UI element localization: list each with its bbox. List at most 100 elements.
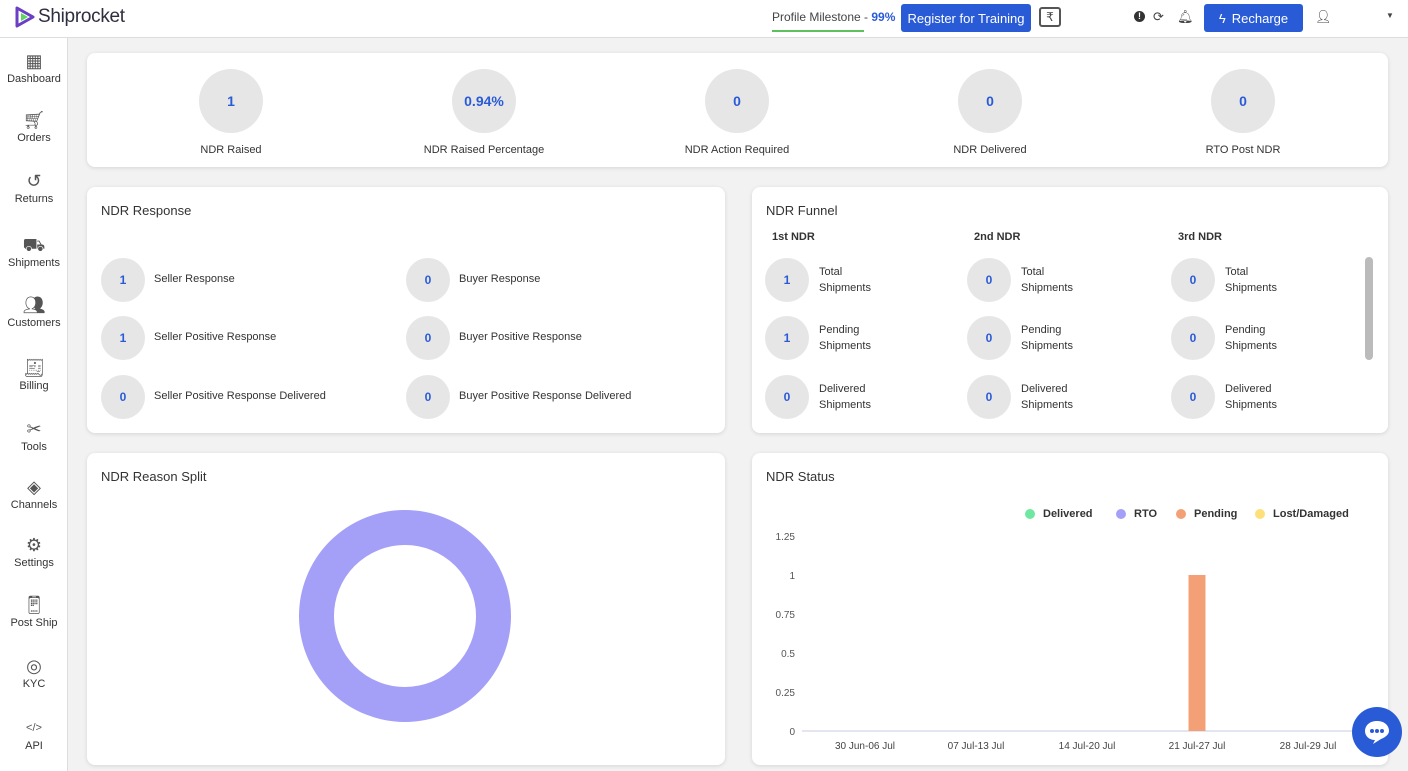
ndr-status-card: NDR Status 0 0.25 0.5 0.75 1 1.25 30 Jun-06 Ju… <box>752 453 1388 765</box>
sidebar-item-label: Orders <box>17 132 51 144</box>
profile-milestone[interactable]: Profile Milestone - 99% <box>772 10 895 32</box>
legend-item[interactable]: Lost/Damaged <box>1255 508 1349 520</box>
funnel-count: 0 <box>967 375 1011 419</box>
invoice-icon: 🧾︎ <box>22 358 46 378</box>
register-training-button[interactable]: Register for Training <box>901 4 1031 32</box>
ndr-response-card: NDR Response 1 Seller Response 0 Buyer Resp… <box>87 187 725 433</box>
funnel-label-line1: Pending <box>819 324 860 336</box>
stat-label: NDR Raised <box>200 144 262 156</box>
funnel-label: Delivered Shipments <box>1225 381 1295 413</box>
sidebar-item-shipments[interactable]: ⛟ Shipments <box>0 235 68 269</box>
top-header: Shiprocket Profile Milestone - 99% Regis… <box>0 0 1408 38</box>
card-title: NDR Status <box>766 469 835 484</box>
x-tick-label: 07 Jul-13 Jul <box>948 741 1005 752</box>
sidebar-item-api[interactable]: </> API <box>0 718 68 752</box>
sidebar-item-customers[interactable]: 👥︎ Customers <box>0 295 68 329</box>
sidebar-item-settings[interactable]: ⚙ Settings <box>0 535 68 569</box>
funnel-label-line2: Shipments <box>1225 399 1277 411</box>
response-count: 1 <box>101 316 145 360</box>
funnel-count: 0 <box>1171 316 1215 360</box>
response-label: Buyer Response <box>459 273 541 285</box>
recharge-label: Recharge <box>1231 10 1289 26</box>
y-tick-label: 1.25 <box>776 532 796 543</box>
legend-dot-icon <box>1255 509 1265 519</box>
legend-item[interactable]: RTO <box>1116 508 1157 520</box>
stat-value: 0 <box>958 69 1022 133</box>
scrollbar-thumb[interactable] <box>1365 257 1373 360</box>
bell-icon[interactable]: 🔔︎ <box>1177 9 1194 24</box>
funnel-label-line1: Delivered <box>819 383 866 395</box>
sidebar-item-post-ship[interactable]: 📱︎ Post Ship <box>0 595 68 629</box>
post-ship-icon: 📱︎ <box>22 595 46 615</box>
milestone-label: Profile Milestone - <box>772 10 872 24</box>
response-label: Seller Positive Response Delivered <box>154 390 326 402</box>
dashboard-icon: ▦ <box>25 51 43 71</box>
sidebar-item-tools[interactable]: ✂ Tools <box>0 419 68 453</box>
bar-pending[interactable] <box>1188 575 1206 731</box>
donut-slice[interactable] <box>299 510 511 722</box>
x-tick-label: 14 Jul-20 Jul <box>1059 741 1116 752</box>
funnel-label-line2: Shipments <box>1225 340 1277 352</box>
stat-label: NDR Delivered <box>953 144 1027 156</box>
funnel-label-line1: Delivered <box>1225 383 1272 395</box>
bolt-icon: ϟ <box>1218 10 1226 26</box>
sidebar-item-label: Shipments <box>8 257 60 269</box>
sidebar-item-kyc[interactable]: ◎ KYC <box>0 656 68 690</box>
response-count: 0 <box>406 375 450 419</box>
chevron-down-icon[interactable]: ▼ <box>1386 11 1394 20</box>
legend-dot-icon <box>1116 509 1126 519</box>
x-tick-label: 30 Jun-06 Jul <box>835 741 895 752</box>
funnel-label: Total Shipments <box>1225 264 1295 296</box>
sidebar-item-billing[interactable]: 🧾︎ Billing <box>0 358 68 392</box>
funnel-label-line1: Delivered <box>1021 383 1068 395</box>
layers-icon: ◈ <box>27 477 41 497</box>
sidebar-item-label: KYC <box>22 678 46 690</box>
sidebar-item-returns[interactable]: ↺ Returns <box>0 171 68 205</box>
funnel-label-line1: Pending <box>1021 324 1062 336</box>
y-tick-label: 0.25 <box>776 688 796 699</box>
sidebar-item-orders[interactable]: 🛒︎ Orders <box>0 110 68 144</box>
card-title: NDR Response <box>101 203 192 218</box>
y-tick-label: 0.5 <box>781 649 795 660</box>
response-label: Buyer Positive Response Delivered <box>459 390 632 402</box>
legend-label: Lost/Damaged <box>1273 508 1349 520</box>
sidebar-item-label: Returns <box>14 193 54 205</box>
wallet-icon[interactable]: ₹ <box>1039 7 1061 27</box>
brand-name: Shiprocket <box>38 6 125 27</box>
sidebar-item-label: Dashboard <box>7 73 61 85</box>
stat-value: 0 <box>705 69 769 133</box>
x-tick-label: 28 Jul-29 Jul <box>1280 741 1337 752</box>
x-tick-label: 21 Jul-27 Jul <box>1169 741 1226 752</box>
response-count: 0 <box>406 258 450 302</box>
funnel-label: Total Shipments <box>1021 264 1091 296</box>
tools-icon: ✂ <box>26 419 42 439</box>
response-label: Seller Response <box>154 273 235 285</box>
status-bar-chart: 0 0.25 0.5 0.75 1 1.25 30 Jun-06 Jul 07 Jul-13 … <box>776 532 1382 752</box>
donut-chart <box>299 510 511 722</box>
funnel-label-line2: Shipments <box>1021 340 1073 352</box>
y-tick-label: 0 <box>789 727 795 738</box>
funnel-label-line2: Shipments <box>1021 399 1073 411</box>
legend-item[interactable]: Pending <box>1176 508 1237 520</box>
funnel-count: 0 <box>765 375 809 419</box>
response-label: Buyer Positive Response <box>459 331 582 343</box>
user-icon[interactable]: 👤︎ <box>1315 9 1332 24</box>
sidebar-item-label: Tools <box>21 441 47 453</box>
refresh-icon[interactable]: ⟳ <box>1153 9 1164 24</box>
info-icon[interactable]: ! <box>1134 11 1145 22</box>
stat-label: NDR Raised Percentage <box>423 144 545 156</box>
chat-button[interactable] <box>1352 707 1402 757</box>
legend-item[interactable]: Delivered <box>1025 508 1093 520</box>
legend-label: Delivered <box>1043 508 1093 520</box>
funnel-heading: 2nd NDR <box>974 231 1021 243</box>
legend-dot-icon <box>1025 509 1035 519</box>
sidebar-item-label: API <box>25 740 43 752</box>
funnel-label-line2: Shipments <box>819 399 871 411</box>
sidebar-item-channels[interactable]: ◈ Channels <box>0 477 68 511</box>
code-icon: </> <box>26 722 42 734</box>
response-count: 1 <box>101 258 145 302</box>
sidebar-item-dashboard[interactable]: ▦ Dashboard <box>0 51 68 85</box>
recharge-button[interactable]: ϟ Recharge <box>1204 4 1303 32</box>
sidebar-item-label: Billing <box>19 380 49 392</box>
brand-logo[interactable]: Shiprocket <box>14 6 125 28</box>
